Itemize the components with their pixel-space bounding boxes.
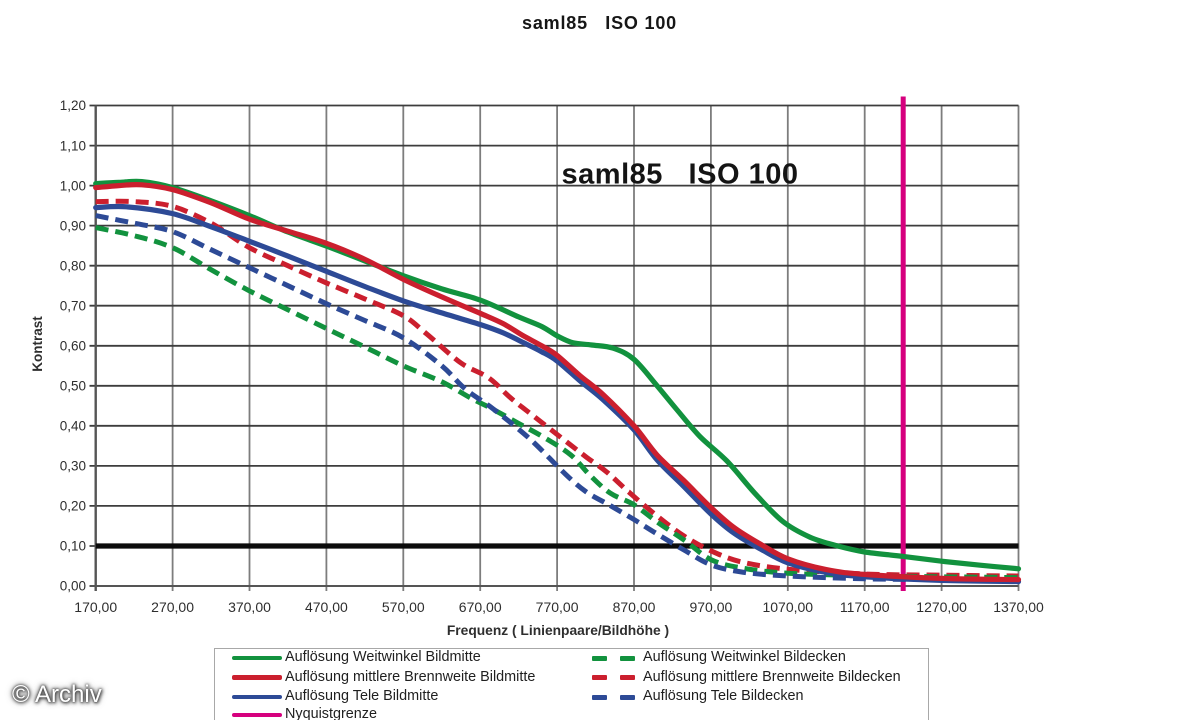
svg-text:0,40: 0,40 bbox=[60, 419, 86, 434]
svg-text:1,00: 1,00 bbox=[60, 178, 86, 193]
svg-text:1,20: 1,20 bbox=[60, 98, 86, 113]
svg-text:0,00: 0,00 bbox=[60, 579, 86, 594]
svg-text:1370,00: 1370,00 bbox=[993, 599, 1044, 615]
svg-text:Frequenz ( Linienpaare/Bildhöh: Frequenz ( Linienpaare/Bildhöhe ) bbox=[447, 623, 669, 638]
svg-text:470,00: 470,00 bbox=[305, 599, 348, 615]
svg-text:0,70: 0,70 bbox=[60, 298, 86, 313]
svg-text:1270,00: 1270,00 bbox=[916, 599, 967, 615]
svg-text:0,50: 0,50 bbox=[60, 379, 86, 394]
svg-text:370,00: 370,00 bbox=[228, 599, 271, 615]
svg-text:0,30: 0,30 bbox=[60, 459, 86, 474]
svg-text:1070,00: 1070,00 bbox=[762, 599, 813, 615]
svg-text:170,00: 170,00 bbox=[74, 599, 117, 615]
svg-text:270,00: 270,00 bbox=[151, 599, 194, 615]
svg-text:670,00: 670,00 bbox=[459, 599, 502, 615]
svg-text:0,60: 0,60 bbox=[60, 339, 86, 354]
svg-text:Kontrast: Kontrast bbox=[30, 316, 45, 372]
svg-text:970,00: 970,00 bbox=[689, 599, 732, 615]
svg-text:870,00: 870,00 bbox=[613, 599, 656, 615]
svg-text:1,10: 1,10 bbox=[60, 138, 86, 153]
svg-text:0,10: 0,10 bbox=[60, 539, 86, 554]
svg-text:0,80: 0,80 bbox=[60, 258, 86, 273]
svg-text:770,00: 770,00 bbox=[536, 599, 579, 615]
svg-text:0,20: 0,20 bbox=[60, 499, 86, 514]
svg-text:1170,00: 1170,00 bbox=[840, 599, 890, 615]
svg-text:570,00: 570,00 bbox=[382, 599, 425, 615]
svg-text:saml85 ISO 100: saml85 ISO 100 bbox=[562, 159, 799, 191]
svg-text:0,90: 0,90 bbox=[60, 218, 86, 233]
